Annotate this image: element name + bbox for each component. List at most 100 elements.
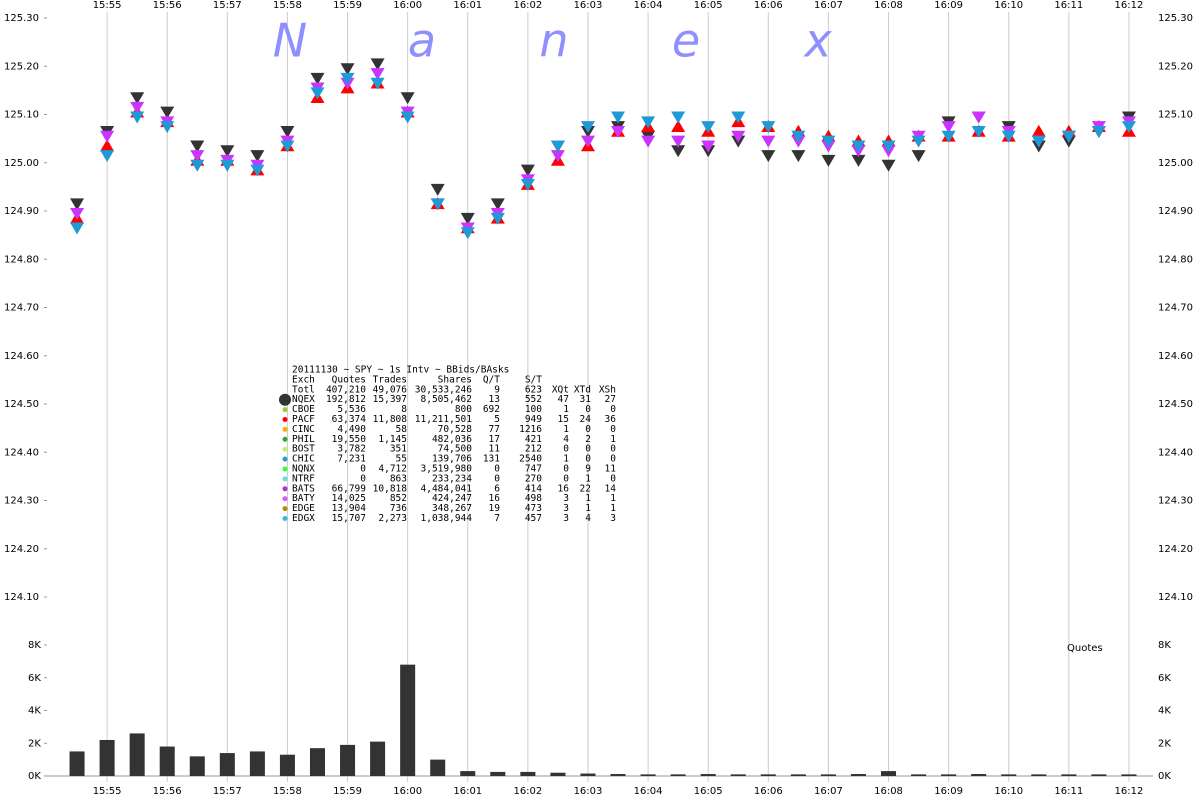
- quote-marker: [671, 119, 686, 132]
- quote-marker: [400, 111, 415, 124]
- y-tick-label: 0K: [28, 771, 41, 782]
- volume-bar: [340, 744, 356, 776]
- table-cell: 0: [563, 444, 569, 455]
- table-cell: 0: [585, 404, 591, 415]
- legend-marker: [282, 436, 288, 442]
- table-cell: 5: [494, 414, 500, 425]
- quote-marker: [1001, 130, 1016, 143]
- table-cell: 348,267: [432, 503, 472, 514]
- quote-marker: [671, 135, 686, 148]
- quote-marker: [370, 68, 385, 81]
- volume-bar: [1091, 774, 1107, 776]
- x-tick-label: 16:11: [1054, 786, 1083, 797]
- table-cell: 747: [525, 464, 542, 475]
- legend-marker: [282, 506, 288, 512]
- table-cell: 1: [585, 473, 591, 484]
- y-tick-label: 124.40: [4, 447, 39, 458]
- quote-marker: [761, 121, 776, 134]
- volume-bar: [279, 754, 295, 776]
- quote-marker: [941, 121, 956, 134]
- x-tick-label: 15:56: [153, 0, 182, 11]
- volume-bar: [1031, 774, 1047, 776]
- table-cell: NTRF: [292, 473, 315, 484]
- quote-marker: [520, 164, 535, 177]
- quote-marker: [340, 72, 355, 85]
- legend-marker: [279, 393, 291, 406]
- x-tick-label: 16:05: [694, 786, 723, 797]
- x-tick-label: 16:10: [994, 0, 1023, 11]
- quote-marker: [941, 130, 956, 143]
- x-tick-label: 15:57: [213, 0, 242, 11]
- table-cell: 8,505,462: [421, 394, 472, 405]
- quote-marker: [370, 77, 385, 90]
- quote-marker: [1121, 121, 1136, 134]
- table-cell: 14,025: [332, 493, 366, 504]
- table-cell: 1,145: [378, 434, 407, 445]
- y-tick-label: 124.20: [4, 544, 39, 555]
- x-tick-label: 16:08: [874, 0, 903, 11]
- x-tick-label: 15:59: [333, 786, 362, 797]
- legend-marker: [282, 426, 288, 432]
- x-tick-label: 15:59: [333, 0, 362, 11]
- quote-marker: [70, 208, 85, 220]
- table-cell: 131: [483, 454, 500, 465]
- table-cell: 63,374: [332, 414, 367, 425]
- table-cell: 424,247: [432, 493, 472, 504]
- volume-bar: [309, 748, 326, 776]
- table-cell: 4: [585, 513, 591, 524]
- quote-marker: [881, 140, 896, 153]
- volume-bar: [881, 771, 897, 776]
- x-tick-label: 16:09: [934, 786, 963, 797]
- volume-bar: [370, 741, 386, 776]
- quote-marker: [250, 150, 265, 163]
- volume-bar: [550, 772, 566, 776]
- quote-marker: [791, 150, 806, 163]
- y-tick-label: 8K: [28, 640, 41, 651]
- table-cell: NQNX: [292, 464, 315, 475]
- y-tick-label: 124.70: [4, 303, 39, 314]
- quote-marker: [701, 140, 716, 153]
- x-tick-label: 15:57: [213, 786, 242, 797]
- table-cell: 233,234: [432, 473, 472, 484]
- x-tick-label: 15:55: [93, 0, 122, 11]
- table-cell: BATS: [292, 483, 315, 494]
- table-cell: Totl: [292, 384, 315, 395]
- volume-bar: [129, 733, 145, 776]
- x-tick-label: 16:00: [393, 0, 422, 11]
- table-cell: 0: [585, 444, 591, 455]
- x-tick-label: 15:58: [273, 786, 302, 797]
- table-cell: 212: [525, 444, 542, 455]
- table-cell: 14: [605, 483, 617, 494]
- table-cell: 19,550: [332, 434, 367, 445]
- y-tick-label: 124.20: [1158, 544, 1193, 555]
- table-cell: 19: [489, 503, 501, 514]
- volume-bar: [159, 746, 175, 776]
- quote-marker: [460, 212, 475, 225]
- y-tick-label: 125.20: [4, 61, 39, 72]
- table-cell: 3: [563, 493, 569, 504]
- y-tick-label: 124.90: [1158, 206, 1193, 217]
- table-cell: 421: [525, 434, 542, 445]
- table-cell: 6: [494, 483, 500, 494]
- table-cell: 74,500: [438, 444, 473, 455]
- x-tick-label: 15:56: [153, 786, 182, 797]
- table-cell: 1: [585, 493, 591, 504]
- y-tick-label: 125.10: [1158, 110, 1193, 121]
- table-cell: 3: [610, 513, 616, 524]
- quote-marker: [400, 92, 415, 105]
- table-cell: 11,808: [373, 414, 408, 425]
- quote-marker: [460, 227, 475, 240]
- quote-marker: [160, 106, 175, 119]
- quote-marker: [971, 125, 986, 138]
- table-cell: 11,211,501: [415, 414, 472, 425]
- table-cell: 552: [525, 394, 542, 405]
- table-cell: 15,397: [373, 394, 407, 405]
- x-tick-label: 16:07: [814, 0, 843, 11]
- table-cell: 1,038,944: [421, 513, 473, 524]
- y-tick-label: 124.30: [4, 496, 39, 507]
- table-cell: 0: [610, 404, 616, 415]
- volume-bar: [1121, 774, 1137, 776]
- volume-bar: [730, 774, 746, 776]
- quote-marker: [911, 150, 926, 163]
